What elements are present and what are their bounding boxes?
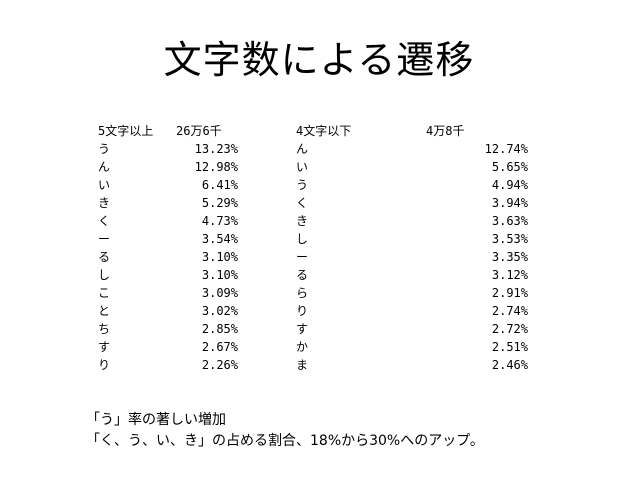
- table-row: く 4.73% き 3.63%: [98, 212, 528, 230]
- right-char-cell: ら: [296, 286, 309, 300]
- left-percent-cell: 3.02%: [201, 304, 238, 318]
- table-row: い 6.41% う 4.94%: [98, 176, 528, 194]
- right-percent-cell: 3.35%: [491, 250, 528, 264]
- right-char-cell: ー: [296, 250, 309, 264]
- right-char-cell: ん: [296, 142, 309, 156]
- left-char-cell: す: [98, 340, 111, 354]
- left-percent-cell: 4.73%: [201, 214, 238, 228]
- left-char-cell: ち: [98, 322, 111, 336]
- left-char-cell: こ: [98, 286, 111, 300]
- right-char-cell: き: [296, 214, 309, 228]
- column-gap: [238, 230, 296, 248]
- column-gap: [238, 284, 296, 302]
- left-percent-cell: 3.54%: [201, 232, 238, 246]
- left-percent-cell: 3.09%: [201, 286, 238, 300]
- right-char-cell: る: [296, 268, 309, 282]
- left-percent-cell: 2.26%: [201, 358, 238, 372]
- table-row: と 3.02% り 2.74%: [98, 302, 528, 320]
- right-char-cell: う: [296, 178, 309, 192]
- table-row: す 2.67% か 2.51%: [98, 338, 528, 356]
- column-gap: [238, 158, 296, 176]
- right-char-cell: り: [296, 304, 309, 318]
- table-row: き 5.29% く 3.94%: [98, 194, 528, 212]
- right-percent-cell: 2.74%: [491, 304, 528, 318]
- left-percent-cell: 2.85%: [201, 322, 238, 336]
- left-percent-cell: 12.98%: [194, 160, 238, 174]
- left-char-cell: き: [98, 196, 111, 210]
- left-char-cell: い: [98, 178, 111, 192]
- column-gap: [238, 176, 296, 194]
- char-frequency-table: 5文字以上 26万6千 4文字以下 4万8千 う 13.23% ん 12.74% ん 12…: [98, 122, 528, 374]
- header-right-label: 4文字以下: [296, 124, 352, 138]
- column-gap: [238, 356, 296, 374]
- right-char-cell: し: [296, 232, 309, 246]
- column-gap: [238, 320, 296, 338]
- column-gap: [238, 248, 296, 266]
- right-percent-cell: 4.94%: [491, 178, 528, 192]
- slide-title: 文字数による遷移: [163, 38, 475, 82]
- note-u-increase: 「う」率の著しい増加: [86, 412, 226, 428]
- left-percent-cell: 3.10%: [201, 268, 238, 282]
- left-char-cell: る: [98, 250, 111, 264]
- note-share-increase: 「く、う、い、き」の占める割合、18%から30%へのアップ。: [86, 433, 484, 449]
- header-left-count: 26万6千: [176, 124, 222, 138]
- right-percent-cell: 3.12%: [491, 268, 528, 282]
- right-char-cell: く: [296, 196, 309, 210]
- right-percent-cell: 12.74%: [484, 142, 528, 156]
- left-percent-cell: 6.41%: [201, 178, 238, 192]
- right-percent-cell: 2.72%: [491, 322, 528, 336]
- table-row: る 3.10% ー 3.35%: [98, 248, 528, 266]
- table-header-row: 5文字以上 26万6千 4文字以下 4万8千: [98, 122, 528, 140]
- right-percent-cell: 2.91%: [491, 286, 528, 300]
- table-row: り 2.26% ま 2.46%: [98, 356, 528, 374]
- right-percent-cell: 2.46%: [491, 358, 528, 372]
- left-char-cell: う: [98, 142, 111, 156]
- header-left-label: 5文字以上: [98, 124, 154, 138]
- left-percent-cell: 5.29%: [201, 196, 238, 210]
- column-gap: [238, 338, 296, 356]
- right-char-cell: す: [296, 322, 309, 336]
- column-gap: [238, 140, 296, 158]
- column-gap: [238, 302, 296, 320]
- left-char-cell: と: [98, 304, 111, 318]
- column-gap: [238, 194, 296, 212]
- right-percent-cell: 3.63%: [491, 214, 528, 228]
- table-row: こ 3.09% ら 2.91%: [98, 284, 528, 302]
- right-percent-cell: 5.65%: [491, 160, 528, 174]
- right-percent-cell: 3.94%: [491, 196, 528, 210]
- column-gap: [238, 266, 296, 284]
- left-char-cell: り: [98, 358, 111, 372]
- left-char-cell: し: [98, 268, 111, 282]
- left-char-cell: ー: [98, 232, 111, 246]
- right-percent-cell: 3.53%: [491, 232, 528, 246]
- left-percent-cell: 3.10%: [201, 250, 238, 264]
- table-row: ー 3.54% し 3.53%: [98, 230, 528, 248]
- left-percent-cell: 13.23%: [194, 142, 238, 156]
- column-gap: [238, 212, 296, 230]
- left-percent-cell: 2.67%: [201, 340, 238, 354]
- table-row: し 3.10% る 3.12%: [98, 266, 528, 284]
- table-row: ち 2.85% す 2.72%: [98, 320, 528, 338]
- left-char-cell: く: [98, 214, 111, 228]
- table-row: ん 12.98% い 5.65%: [98, 158, 528, 176]
- right-percent-cell: 2.51%: [491, 340, 528, 354]
- right-char-cell: ま: [296, 358, 309, 372]
- right-char-cell: か: [296, 340, 309, 354]
- left-char-cell: ん: [98, 160, 111, 174]
- table-row: う 13.23% ん 12.74%: [98, 140, 528, 158]
- right-char-cell: い: [296, 160, 309, 174]
- header-right-count: 4万8千: [426, 124, 465, 138]
- column-gap: [238, 122, 296, 140]
